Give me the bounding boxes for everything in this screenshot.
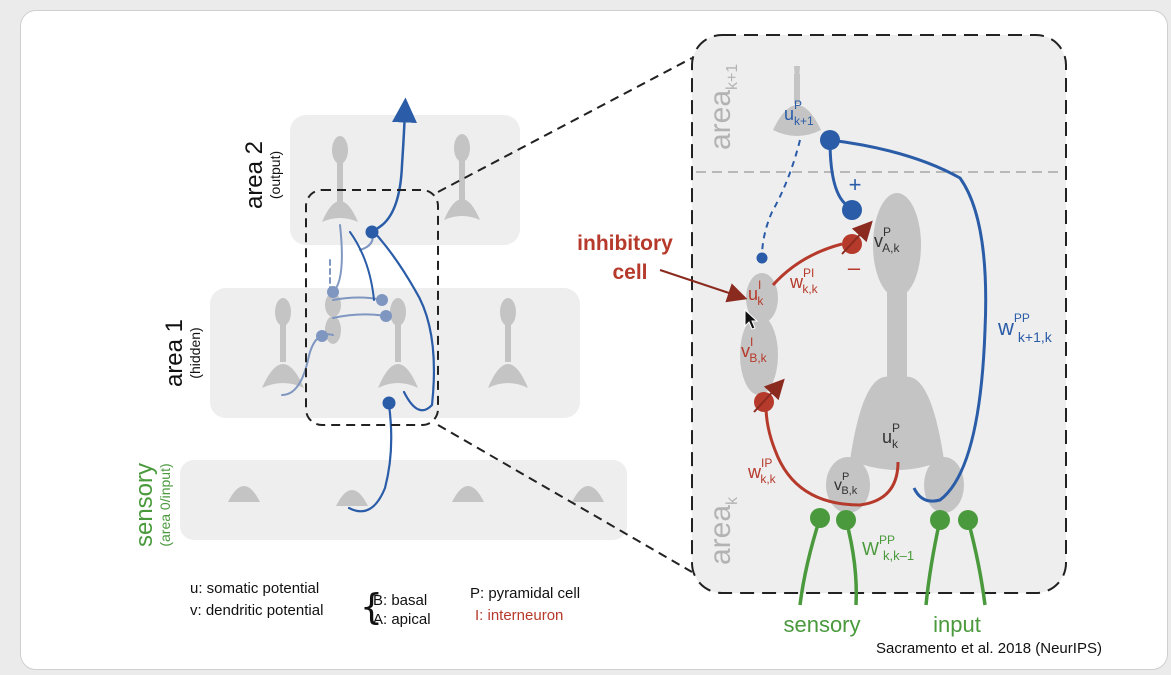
overview-connections bbox=[281, 97, 436, 513]
green-synapse-3 bbox=[930, 510, 950, 530]
svg-text:uPk: uP k bbox=[882, 421, 900, 451]
overview-synapse-6 bbox=[316, 330, 328, 342]
zoom-input-label: input bbox=[933, 612, 981, 637]
interneuron bbox=[740, 273, 778, 395]
overview-synapse-3 bbox=[327, 286, 339, 298]
green-synapse-4 bbox=[958, 510, 978, 530]
inhibitory-pointer-arrow bbox=[659, 269, 748, 303]
blue-synapse-top bbox=[820, 130, 840, 150]
area2-sublabel: (output) bbox=[267, 151, 283, 199]
zoom-guide-top bbox=[437, 57, 693, 193]
sensory-neuron-2 bbox=[336, 490, 368, 506]
area1-sublabel: (hidden) bbox=[187, 327, 203, 378]
sensory-neuron-3 bbox=[452, 486, 484, 502]
red-connection-ip bbox=[764, 399, 900, 507]
legend-b: B: basal bbox=[373, 592, 428, 609]
area2-label: area 2 bbox=[241, 141, 268, 209]
citation: Sacramento et al. 2018 (NeurIPS) bbox=[876, 640, 1102, 657]
sensory-panel bbox=[180, 460, 627, 540]
area1-label: area 1 bbox=[161, 319, 188, 387]
sym-w-pi: w bbox=[789, 272, 804, 292]
svg-text:vIB,k: vI B,k bbox=[741, 335, 768, 365]
overview-synapse-2 bbox=[382, 396, 396, 410]
pyramidal-neuron-k1 bbox=[773, 66, 821, 136]
plus-sign: + bbox=[849, 172, 862, 197]
sensory-label: sensory bbox=[131, 463, 158, 547]
overview-synapse-5 bbox=[380, 310, 392, 322]
inhibitory-label-line2: cell bbox=[612, 261, 647, 284]
sym-u-ik: u bbox=[748, 284, 758, 304]
green-synapse-2 bbox=[836, 510, 856, 530]
area1-pyramidal-neuron-left bbox=[262, 298, 304, 388]
svg-text:uIk: uI k bbox=[748, 278, 764, 308]
plasticity-arrow-pi bbox=[841, 220, 873, 255]
sensory-sublabel: (area 0/input) bbox=[157, 463, 173, 546]
mouse-cursor-icon bbox=[744, 308, 759, 330]
overview-synapse-1 bbox=[365, 225, 379, 239]
sym-w-pp-up: w bbox=[997, 315, 1014, 340]
inhibitory-label-line1: inhibitory bbox=[577, 232, 673, 255]
blue-synapse-small bbox=[756, 252, 768, 264]
area1-pyramidal-neuron-right bbox=[488, 298, 528, 388]
green-synapse-1 bbox=[810, 508, 830, 528]
svg-text:uPk+1: uP k+1 bbox=[784, 98, 814, 128]
red-connection-pi bbox=[771, 242, 843, 287]
sym-v-bk-i: v bbox=[741, 341, 750, 361]
pyramidal-neuron-k bbox=[826, 193, 964, 513]
legend-p: P: pyramidal cell bbox=[470, 585, 581, 602]
sym-u-pk: u bbox=[882, 427, 892, 447]
plasticity-arrow-ip bbox=[753, 378, 785, 413]
sensory-neuron-4 bbox=[572, 486, 604, 502]
legend-i: I: interneuron bbox=[475, 607, 564, 624]
sym-v-bk-p: v bbox=[834, 477, 842, 494]
area1-pyramidal-neuron-center bbox=[378, 298, 418, 388]
svg-text:vPB,k: vP B,k bbox=[834, 471, 858, 497]
sym-w-pp-in: W bbox=[862, 539, 879, 559]
area-lower-sub: k bbox=[724, 496, 741, 505]
sensory-neuron-1 bbox=[228, 486, 260, 502]
area2-pyramidal-neuron-left bbox=[322, 136, 358, 222]
blue-dashed-top-down bbox=[761, 139, 801, 258]
legend-brace: { bbox=[360, 587, 383, 628]
sym-u-pk1: u bbox=[784, 104, 794, 124]
legend-u: u: somatic potential bbox=[190, 580, 320, 597]
blue-feedforward-wpp bbox=[829, 138, 988, 503]
zoom-selection-box bbox=[305, 189, 439, 426]
area-upper-sub: k+1 bbox=[724, 64, 741, 90]
area2-pyramidal-neuron-right bbox=[444, 134, 480, 220]
blue-synapse-plus bbox=[842, 200, 862, 220]
area-lower-label: area bbox=[704, 505, 737, 565]
minus-sign: – bbox=[848, 255, 861, 280]
svg-text:vPA,k: vP A,k bbox=[874, 225, 900, 255]
zoom-sensory-label: sensory bbox=[783, 612, 860, 637]
zoom-guide-bottom bbox=[437, 424, 693, 573]
zoom-panel bbox=[691, 34, 1067, 594]
svg-text:areak: areak bbox=[704, 496, 741, 565]
sym-w-ip: w bbox=[747, 462, 762, 482]
overview-synapse-4 bbox=[376, 294, 388, 306]
svg-text:areak+1: areak+1 bbox=[704, 64, 741, 150]
legend-v: v: dendritic potential bbox=[190, 602, 324, 619]
legend-a: A: apical bbox=[373, 611, 431, 628]
sym-v-ak: v bbox=[874, 231, 883, 251]
area-upper-label: area bbox=[704, 90, 737, 150]
